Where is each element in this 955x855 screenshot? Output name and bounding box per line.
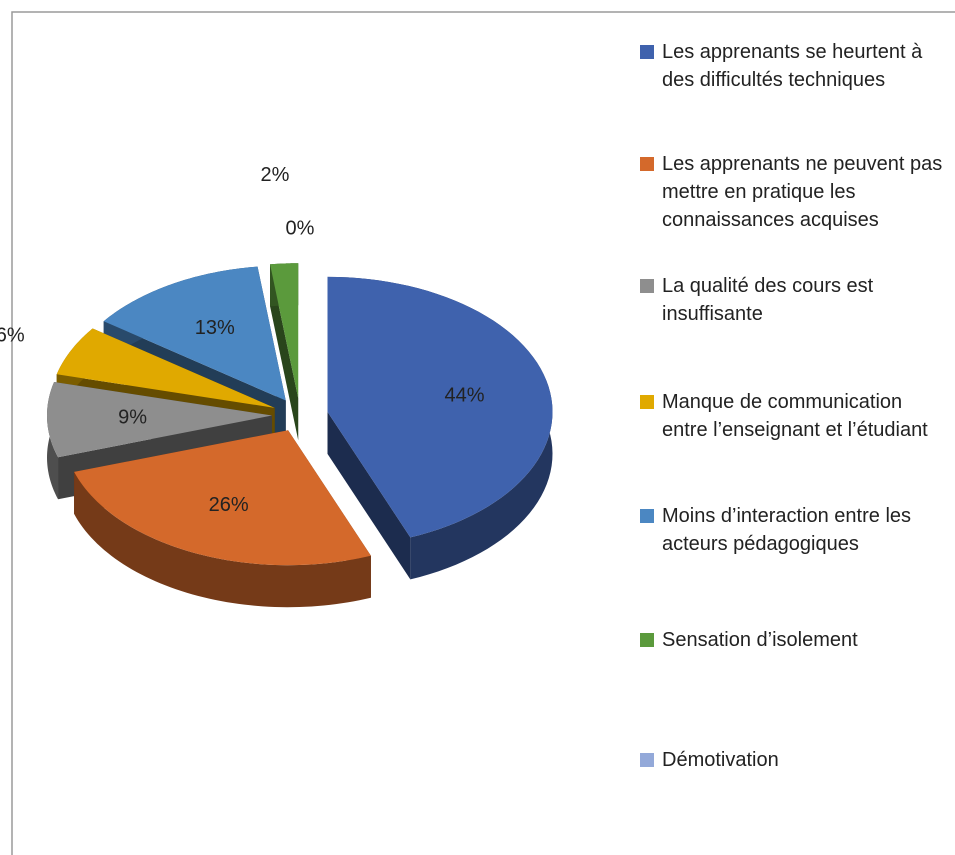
- slice-top: [56, 328, 275, 408]
- legend-label: Sensation d’isolement: [662, 629, 858, 651]
- slice-side: [74, 471, 371, 608]
- legend-item: Les apprenants se heurtent à des difficu…: [640, 38, 952, 94]
- data-label: 0%: [286, 218, 315, 240]
- legend-label: Manque de communication entre l’enseigna…: [662, 391, 928, 441]
- legend-label: Démotivation: [662, 749, 779, 771]
- legend-swatch: [640, 633, 654, 647]
- legend-label: Moins d’interaction entre les acteurs pé…: [662, 505, 912, 555]
- data-label: 2%: [260, 164, 289, 186]
- legend-item: Manque de communication entre l’enseigna…: [640, 388, 952, 444]
- slice-top: [327, 276, 553, 538]
- slice-top: [103, 266, 286, 401]
- legend-label: Les apprenants ne peuvent pas mettre en …: [662, 153, 943, 231]
- slice-top: [270, 263, 299, 399]
- slice-wall: [270, 264, 299, 441]
- pie-slice: [74, 430, 371, 608]
- slice-wall: [327, 411, 411, 580]
- legend-swatch: [640, 45, 654, 59]
- chart-border: [11, 11, 955, 855]
- data-label: 9%: [118, 406, 147, 428]
- legend-swatch: [640, 395, 654, 409]
- data-label: 6%: [0, 324, 25, 346]
- legend-label: Les apprenants se heurtent à des difficu…: [662, 41, 923, 91]
- pie-slice: [327, 276, 553, 580]
- legend-swatch: [640, 509, 654, 523]
- slice-top: [47, 381, 273, 458]
- slice-top: [74, 430, 371, 566]
- data-label: 26%: [209, 494, 249, 516]
- legend-swatch: [640, 279, 654, 293]
- legend-item: La qualité des cours est insuffisante: [640, 272, 952, 328]
- legend-swatch: [640, 753, 654, 767]
- legend-item: Moins d’interaction entre les acteurs pé…: [640, 502, 952, 558]
- legend-item: Démotivation: [640, 746, 952, 774]
- legend-label: La qualité des cours est insuffisante: [662, 275, 874, 325]
- pie-slice: [270, 263, 299, 441]
- legend-swatch: [640, 157, 654, 171]
- data-label: 44%: [445, 384, 485, 406]
- legend-item: Les apprenants ne peuvent pas mettre en …: [640, 150, 952, 234]
- legend-item: Sensation d’isolement: [640, 626, 952, 654]
- data-label: 13%: [195, 317, 235, 339]
